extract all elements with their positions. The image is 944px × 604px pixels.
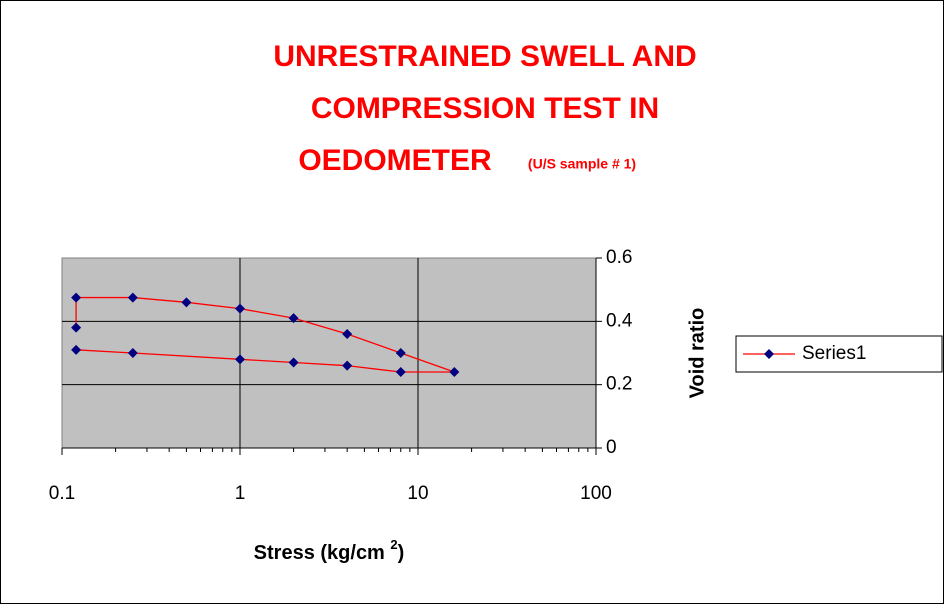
y-tick-label: 0.4 xyxy=(606,310,633,331)
legend-marker xyxy=(764,349,774,359)
y-tick-label: 0.6 xyxy=(606,247,632,268)
x-tick-label: 1 xyxy=(235,483,246,504)
x-tick-label: 10 xyxy=(407,483,428,504)
x-axis-label: Stress (kg/cm 2) xyxy=(254,537,405,564)
subtitle: (U/S sample # 1) xyxy=(528,156,636,172)
plot-area xyxy=(61,257,597,449)
data-point xyxy=(288,357,299,368)
title-line: OEDOMETER xyxy=(298,144,492,177)
y-axis-label: Void ratio xyxy=(686,308,708,399)
data-point xyxy=(449,367,460,377)
x-tick-label: 100 xyxy=(580,483,612,504)
x-label-suffix: ) xyxy=(398,542,405,564)
data-point xyxy=(127,348,138,358)
title-line: COMPRESSION TEST IN xyxy=(311,92,659,125)
data-point xyxy=(71,344,82,355)
data-point xyxy=(342,329,353,339)
y-tick-label: 0.2 xyxy=(606,374,632,395)
data-point xyxy=(235,303,245,314)
data-point xyxy=(181,297,192,308)
data-point xyxy=(342,360,353,371)
y-tick-label: 0 xyxy=(606,437,617,458)
title-line: UNRESTRAINED SWELL AND xyxy=(273,40,696,73)
data-point xyxy=(235,354,245,365)
data-point xyxy=(71,322,82,333)
legend-label: Series1 xyxy=(802,343,866,364)
chart-title: UNRESTRAINED SWELL AND COMPRESSION TEST … xyxy=(273,40,696,177)
data-point xyxy=(288,313,299,324)
x-label-text: Stress (kg/cm xyxy=(254,542,391,564)
data-point xyxy=(395,367,406,377)
x-label-superscript: 2 xyxy=(390,537,397,552)
data-point xyxy=(71,292,82,303)
data-point xyxy=(395,348,406,358)
data-point xyxy=(127,292,138,303)
x-tick-label: 0.1 xyxy=(49,483,75,504)
